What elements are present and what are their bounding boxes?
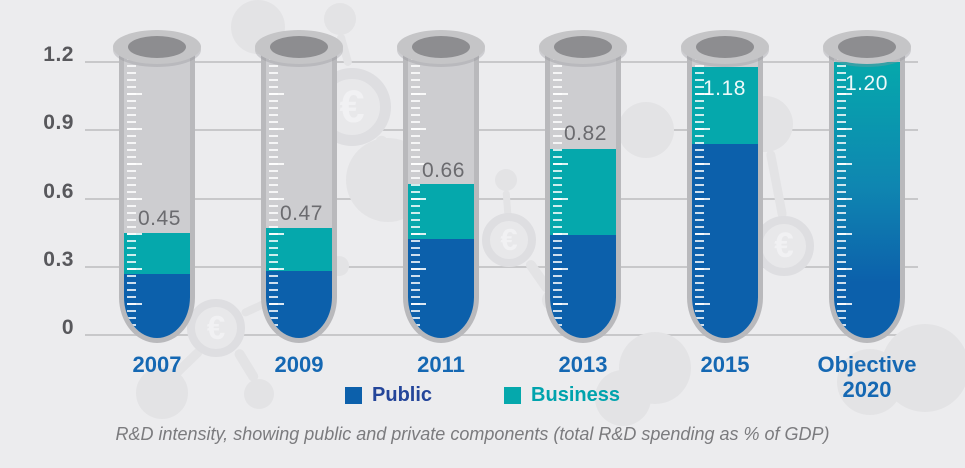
test-tube: 0.82 <box>545 45 621 343</box>
tube-ruler-ticks-major <box>127 58 142 326</box>
tube-rim-opening <box>128 36 186 58</box>
background-molecule-decoration <box>837 349 903 415</box>
tube-rim-opening <box>554 36 612 58</box>
tube-ruler-ticks-major <box>411 58 426 326</box>
y-axis-tick-label: 1.2 <box>43 43 74 66</box>
background-molecule-decoration <box>495 169 517 191</box>
tube-ruler-ticks-major <box>695 58 710 326</box>
background-molecule-decoration <box>244 379 274 409</box>
gridline <box>85 198 918 200</box>
tube-rim-opening <box>696 36 754 58</box>
y-axis-tick-label: 0.3 <box>43 248 74 271</box>
tube-ruler-ticks-major <box>837 58 852 326</box>
tube-ruler-ticks-major <box>269 58 284 326</box>
x-axis-label: 2009 <box>274 352 324 377</box>
test-tube: 1.18 <box>687 45 763 343</box>
tube-glass <box>550 50 616 338</box>
tube-rim-opening <box>838 36 896 58</box>
tube-rim-opening <box>270 36 328 58</box>
gridline <box>85 266 918 268</box>
legend-label-business: Business <box>531 384 620 406</box>
tube-glass <box>834 50 900 338</box>
gridline <box>85 61 918 63</box>
tube-glass <box>124 50 190 338</box>
y-axis-tick-label: 0.9 <box>43 111 74 134</box>
test-tube: 0.45 <box>119 45 195 343</box>
test-tube: 1.20 <box>829 45 905 343</box>
legend: Public Business <box>0 384 965 407</box>
x-axis-label: 2015 <box>700 352 750 377</box>
tube-total-label: 0.82 <box>564 122 607 145</box>
x-axis-label: 2011 <box>417 352 465 377</box>
y-axis-tick-label: 0.6 <box>43 180 74 203</box>
chart-caption: R&D intensity, showing public and privat… <box>115 424 830 444</box>
y-axis-tick-label: 0 <box>61 316 74 339</box>
tube-total-label: 1.20 <box>845 72 888 95</box>
gridline <box>85 334 918 336</box>
tube-rim-opening <box>412 36 470 58</box>
legend-label-public: Public <box>372 384 433 406</box>
background-molecule-decoration <box>595 370 651 426</box>
legend-swatch-public <box>345 387 363 404</box>
tube-glass <box>266 50 332 338</box>
gridline <box>85 129 918 131</box>
euro-icon: € <box>206 309 226 346</box>
tube-total-label: 0.66 <box>422 159 465 182</box>
tube-ruler-ticks-major <box>553 58 568 326</box>
tube-total-label: 0.47 <box>280 202 323 225</box>
x-axis-label: 2007 <box>132 352 182 377</box>
tube-total-label: 0.45 <box>138 207 181 230</box>
test-tube: 0.66 <box>403 45 479 343</box>
euro-icon: € <box>339 81 365 132</box>
legend-swatch-business <box>504 387 522 404</box>
euro-icon: € <box>774 226 794 265</box>
x-axis-label: 2013 <box>558 352 608 377</box>
background-molecule-decoration <box>618 102 674 158</box>
euro-icon: € <box>500 222 518 257</box>
tube-glass <box>408 50 474 338</box>
euro-lens-decoration: € <box>482 213 536 267</box>
x-axis-label: Objective 2020 <box>817 352 917 402</box>
test-tube: 0.47 <box>261 45 337 343</box>
tube-total-label: 1.18 <box>703 77 746 100</box>
legend-item-public: Public <box>345 384 432 407</box>
background-molecule-decoration <box>324 3 356 35</box>
legend-item-business: Business <box>504 384 620 407</box>
tube-glass <box>692 50 758 338</box>
euro-lens-decoration: € <box>187 299 245 357</box>
